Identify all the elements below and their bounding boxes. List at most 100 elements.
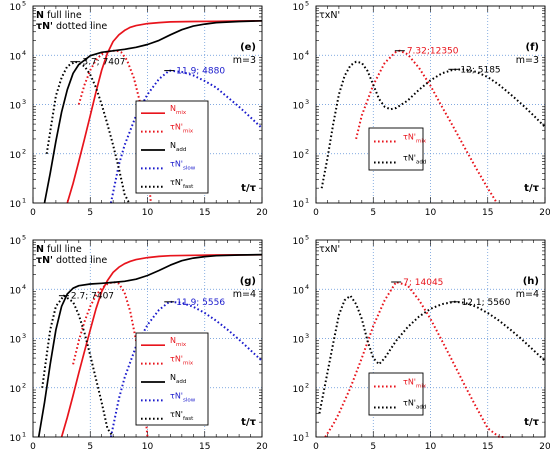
legend-label: τN'mix [170, 355, 194, 367]
x-tick-label: 10 [425, 208, 437, 218]
panel-title-line-2: τN' dotted line [36, 21, 107, 32]
series-line-0 [60, 253, 263, 438]
x-tick-label: 20 [256, 442, 268, 452]
series-line-0 [66, 19, 263, 204]
y-tick-label: 10 [293, 151, 305, 161]
panel-f: 10 110 210 310 410 50 5 10 15 20t/τ(f)m=3τxN'7.32… [293, 0, 550, 218]
series-line-0 [355, 49, 498, 204]
y-tick-exponent: 5 [305, 0, 309, 8]
series-line-1 [318, 294, 546, 414]
legend-label: τN'slow [170, 391, 196, 403]
x-tick-label: 5 [87, 208, 93, 218]
legend-label: τN'add [403, 154, 426, 166]
x-axis-label: t/τ [241, 417, 256, 428]
x-tick-label: 15 [199, 442, 210, 452]
panel-label: (f) [526, 42, 540, 53]
y-tick-exponent: 2 [305, 381, 309, 389]
series-line-3 [109, 69, 263, 204]
panel-title-line-1: τxN' [319, 10, 340, 21]
panel-title-line-2: τN' dotted line [36, 255, 107, 266]
legend: Nmix τN'mix Nadd τN'slow τN'fast [135, 332, 209, 426]
legend-label: τN'mix [403, 378, 427, 390]
panel-title-line-1: N full line [36, 10, 82, 21]
series-line-1 [320, 60, 546, 189]
panel-label: (g) [240, 276, 256, 287]
y-tick-exponent: 4 [305, 49, 309, 57]
series-line-2 [37, 253, 263, 438]
y-tick-label: 10 [293, 3, 305, 13]
series-line-4 [41, 294, 114, 438]
y-tick-label: 10 [10, 237, 22, 247]
y-tick-exponent: 1 [305, 197, 309, 205]
y-tick-label: 10 [293, 336, 305, 346]
annotation-label: 3.7; 7407 [82, 58, 125, 68]
legend-label: Nadd [170, 141, 186, 153]
y-tick-label: 10 [293, 52, 305, 62]
y-tick-label: 10 [10, 385, 22, 395]
y-tick-label: 10 [10, 434, 22, 444]
panel-g: 10 110 210 310 410 50 5 10 15 20t/τ(g)m=4N full l… [10, 234, 268, 453]
y-tick-exponent: 1 [22, 431, 26, 439]
x-tick-label: 0 [30, 442, 36, 452]
panel-subtitle: m=3 [516, 55, 539, 66]
y-tick-exponent: 3 [305, 98, 309, 106]
y-tick-label: 10 [293, 237, 305, 247]
legend-label: τN'mix [403, 133, 427, 145]
series-line-2 [43, 19, 263, 204]
legend: τN'mix τN'add [368, 372, 427, 416]
y-tick-label: 10 [10, 3, 22, 13]
y-tick-exponent: 5 [22, 234, 26, 242]
y-tick-exponent: 3 [22, 98, 26, 106]
annotation-label: 12.1; 5560 [462, 298, 511, 308]
plot-frame [315, 5, 546, 204]
annotation-label: 12; 5185 [460, 65, 500, 75]
legend-box [135, 332, 209, 426]
x-tick-label: 0 [30, 208, 36, 218]
y-tick-exponent: 4 [22, 49, 26, 57]
y-tick-label: 10 [293, 286, 305, 296]
y-tick-label: 10 [10, 200, 22, 210]
plot-frame [32, 5, 263, 204]
annotation-label: 2.7; 7407 [71, 292, 114, 302]
legend-label: Nmix [170, 104, 187, 116]
x-tick-label: 20 [539, 442, 550, 452]
y-tick-exponent: 4 [22, 283, 26, 291]
x-tick-label: 20 [256, 208, 268, 218]
y-tick-label: 10 [293, 102, 305, 112]
x-axis-label: t/τ [524, 417, 539, 428]
panel-title-line-1: τxN' [319, 244, 340, 255]
plot-frame [315, 239, 546, 438]
x-tick-label: 10 [425, 442, 437, 452]
y-tick-exponent: 2 [22, 147, 26, 155]
legend-label: τN'mix [170, 123, 194, 135]
x-tick-label: 15 [482, 208, 493, 218]
x-tick-label: 10 [142, 442, 154, 452]
panel-title-line-1: N full line [36, 244, 82, 255]
x-tick-label: 5 [370, 208, 376, 218]
plot-frame [32, 239, 263, 438]
legend-label: τN'slow [170, 159, 196, 171]
legend-label: τN'fast [170, 178, 194, 190]
annotation-label: 11.9; 4880 [176, 67, 225, 77]
legend-label: Nadd [170, 373, 186, 385]
y-tick-label: 10 [293, 200, 305, 210]
y-tick-exponent: 2 [22, 381, 26, 389]
y-tick-label: 10 [10, 286, 22, 296]
legend-label: Nmix [170, 336, 187, 348]
panel-subtitle: m=4 [233, 289, 256, 300]
legend: τN'mix τN'add [368, 127, 427, 171]
annotation-label: 7.32;12350 [407, 47, 459, 57]
x-tick-label: 20 [539, 208, 550, 218]
legend-label: τN'add [403, 399, 426, 411]
annotation-label: 7; 14045 [403, 278, 443, 288]
legend-label: τN'fast [170, 410, 194, 422]
y-tick-label: 10 [293, 385, 305, 395]
y-tick-exponent: 5 [305, 234, 309, 242]
series-line-3 [109, 300, 263, 438]
y-tick-exponent: 3 [22, 332, 26, 340]
y-tick-exponent: 1 [22, 197, 26, 205]
panel-label: (h) [523, 276, 539, 287]
y-tick-exponent: 5 [22, 0, 26, 8]
panel-subtitle: m=3 [233, 55, 256, 66]
